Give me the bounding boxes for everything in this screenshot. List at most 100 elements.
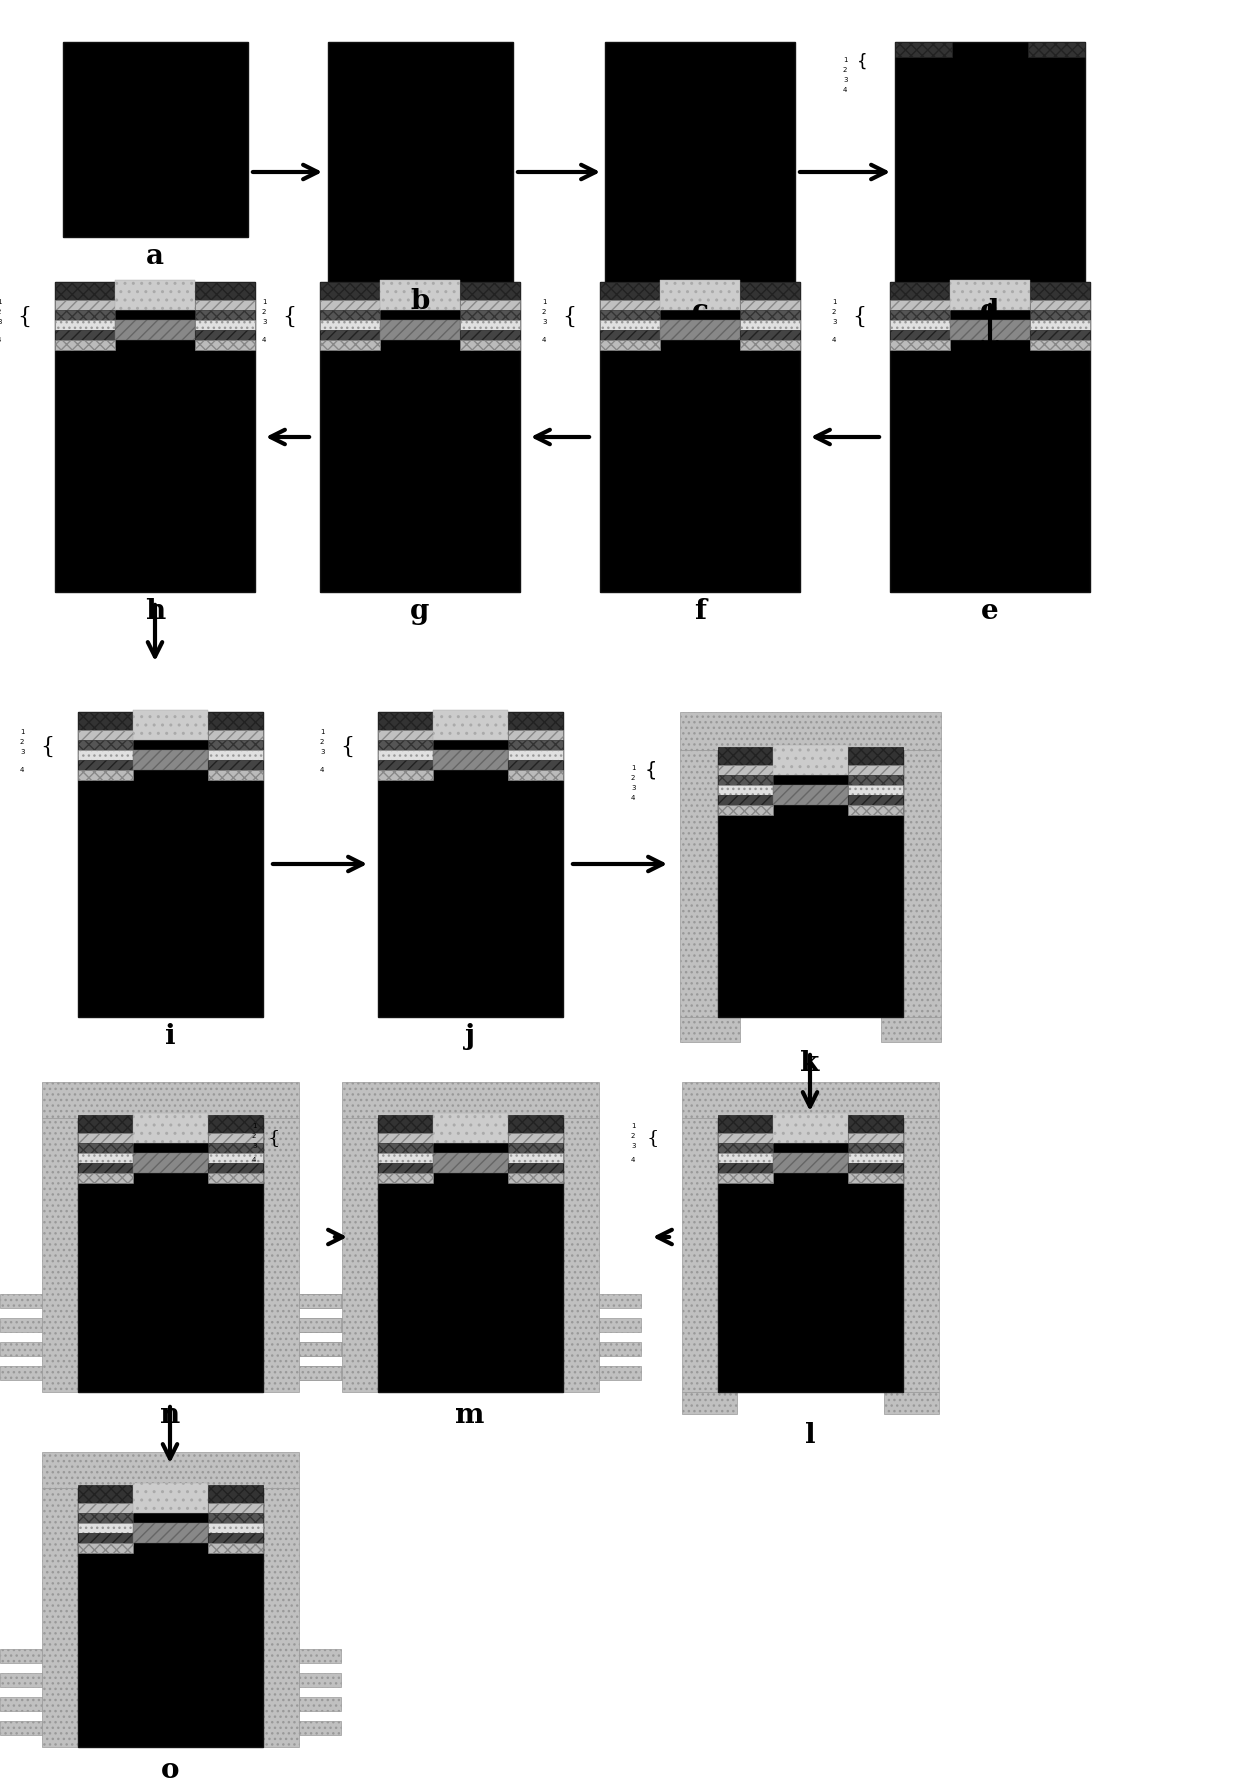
- Bar: [433, 750, 508, 770]
- Text: c: c: [692, 298, 708, 324]
- Bar: [300, 1294, 342, 1308]
- Bar: [508, 1173, 563, 1183]
- Text: {: {: [268, 1130, 280, 1148]
- Bar: [890, 330, 950, 340]
- Text: k: k: [800, 1050, 820, 1076]
- Bar: [773, 747, 848, 764]
- Bar: [848, 1133, 903, 1142]
- Bar: [460, 340, 520, 349]
- Bar: [950, 280, 1030, 310]
- Bar: [379, 282, 460, 299]
- Text: e: e: [981, 599, 999, 625]
- Bar: [508, 759, 563, 770]
- Bar: [320, 321, 379, 330]
- Bar: [884, 1392, 939, 1413]
- Bar: [508, 1164, 563, 1173]
- Bar: [890, 340, 950, 349]
- Bar: [78, 770, 133, 781]
- Bar: [378, 731, 433, 740]
- Bar: [208, 1533, 263, 1543]
- Bar: [718, 750, 903, 1018]
- Text: 2: 2: [20, 740, 25, 745]
- Text: 2: 2: [320, 740, 325, 745]
- Bar: [320, 310, 379, 321]
- Text: h: h: [145, 599, 165, 625]
- Text: j: j: [465, 1023, 475, 1050]
- Text: 3: 3: [832, 319, 837, 324]
- Bar: [660, 282, 740, 299]
- Bar: [263, 1117, 299, 1392]
- Bar: [718, 1153, 773, 1164]
- Bar: [599, 1367, 641, 1379]
- Bar: [599, 1294, 641, 1308]
- Bar: [848, 1153, 903, 1164]
- Bar: [299, 1648, 341, 1663]
- Bar: [115, 282, 195, 299]
- Bar: [890, 310, 950, 321]
- Bar: [133, 713, 208, 731]
- Text: {: {: [852, 307, 866, 328]
- Bar: [195, 299, 255, 310]
- Bar: [433, 713, 508, 731]
- Bar: [433, 1116, 508, 1133]
- Bar: [600, 330, 660, 340]
- Bar: [848, 1173, 903, 1183]
- Text: {: {: [281, 307, 296, 328]
- Bar: [78, 1533, 133, 1543]
- Bar: [300, 1342, 342, 1356]
- Bar: [133, 1524, 208, 1543]
- Bar: [682, 1082, 939, 1117]
- Bar: [460, 282, 520, 299]
- Bar: [320, 282, 520, 592]
- Bar: [208, 731, 263, 740]
- Bar: [740, 310, 800, 321]
- Bar: [773, 1153, 848, 1173]
- Text: 2: 2: [843, 68, 847, 73]
- Bar: [460, 330, 520, 340]
- Bar: [208, 1484, 263, 1502]
- Bar: [133, 709, 208, 740]
- Bar: [320, 299, 379, 310]
- Bar: [890, 282, 1090, 592]
- Text: 3: 3: [843, 77, 847, 84]
- Bar: [133, 1116, 208, 1133]
- Text: 2: 2: [631, 1133, 635, 1139]
- Bar: [78, 1484, 133, 1502]
- Bar: [378, 1173, 433, 1183]
- Bar: [78, 731, 133, 740]
- Bar: [718, 1142, 773, 1153]
- Bar: [78, 1133, 133, 1142]
- Bar: [195, 282, 255, 299]
- Text: 4: 4: [262, 337, 267, 342]
- Text: {: {: [40, 736, 55, 757]
- Bar: [320, 330, 379, 340]
- Bar: [299, 1342, 341, 1356]
- Bar: [378, 1164, 433, 1173]
- Text: 1: 1: [320, 729, 325, 734]
- Bar: [208, 1513, 263, 1524]
- Bar: [78, 1543, 133, 1552]
- Bar: [1028, 43, 1085, 57]
- Bar: [195, 330, 255, 340]
- Bar: [195, 340, 255, 349]
- Bar: [599, 1319, 641, 1331]
- Bar: [42, 1488, 78, 1746]
- Bar: [55, 321, 115, 330]
- Text: 1: 1: [0, 299, 1, 305]
- Bar: [508, 713, 563, 731]
- Bar: [300, 1367, 342, 1379]
- Bar: [660, 280, 740, 310]
- Bar: [1030, 330, 1090, 340]
- Bar: [508, 740, 563, 750]
- Bar: [208, 750, 263, 759]
- Bar: [133, 750, 208, 770]
- Bar: [718, 1164, 773, 1173]
- Bar: [600, 310, 660, 321]
- Bar: [378, 1117, 563, 1392]
- Text: 3: 3: [320, 748, 325, 756]
- Bar: [133, 1483, 208, 1513]
- Bar: [78, 750, 133, 759]
- Text: {: {: [340, 736, 355, 757]
- Bar: [600, 340, 660, 349]
- Bar: [718, 786, 773, 795]
